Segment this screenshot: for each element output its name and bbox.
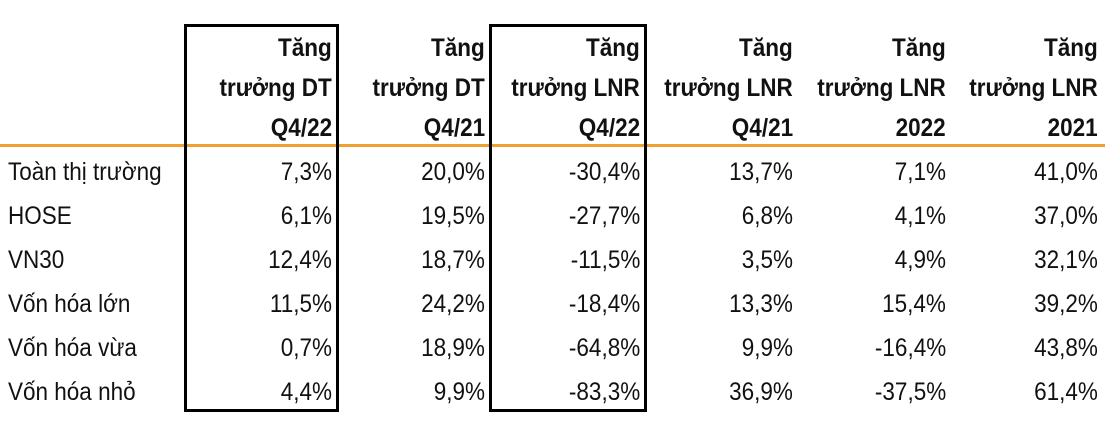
- header-cell: Q4/21: [423, 114, 485, 142]
- value-cell: 18,9%: [421, 334, 485, 362]
- value-cell: 9,9%: [741, 334, 793, 362]
- row-label: Vốn hóa vừa: [8, 334, 137, 362]
- header-cell: Tăng: [278, 34, 332, 62]
- value-cell: 18,7%: [421, 246, 485, 274]
- value-cell: -18,4%: [568, 290, 640, 318]
- value-cell: 0,7%: [280, 334, 332, 362]
- header-cell: 2022: [895, 114, 946, 142]
- value-cell: -11,5%: [570, 246, 640, 274]
- header-cell: Tăng: [1044, 34, 1098, 62]
- row-label: HOSE: [8, 202, 72, 230]
- value-cell: 4,9%: [894, 246, 946, 274]
- value-cell: 37,0%: [1034, 202, 1098, 230]
- value-cell: 36,9%: [729, 378, 793, 406]
- row-label: VN30: [8, 246, 65, 274]
- value-cell: 19,5%: [421, 202, 485, 230]
- value-cell: -64,8%: [568, 334, 640, 362]
- header-cell: 2021: [1047, 114, 1098, 142]
- value-cell: 39,2%: [1034, 290, 1098, 318]
- value-cell: 43,8%: [1034, 334, 1098, 362]
- header-cell: trưởng LNR: [969, 74, 1098, 102]
- value-cell: 32,1%: [1034, 246, 1098, 274]
- row-label: Vốn hóa nhỏ: [8, 378, 136, 406]
- header-cell: Q4/22: [578, 114, 640, 142]
- value-cell: -37,5%: [874, 378, 946, 406]
- header-cell: Q4/21: [731, 114, 793, 142]
- header-cell: Tăng: [431, 34, 485, 62]
- value-cell: 6,1%: [280, 202, 332, 230]
- value-cell: 4,1%: [894, 202, 946, 230]
- row-label: Toàn thị trường: [8, 158, 162, 186]
- value-cell: 24,2%: [421, 290, 485, 318]
- header-cell: trưởng DT: [372, 74, 485, 102]
- value-cell: -30,4%: [568, 158, 640, 186]
- header-cell: trưởng LNR: [664, 74, 793, 102]
- header-cell: Tăng: [739, 34, 793, 62]
- row-label: Vốn hóa lớn: [8, 290, 131, 318]
- header-cell: trưởng LNR: [817, 74, 946, 102]
- highlight-box: [184, 24, 339, 412]
- value-cell: -83,3%: [568, 378, 640, 406]
- value-cell: 9,9%: [433, 378, 485, 406]
- header-cell: Tăng: [586, 34, 640, 62]
- header-cell: trưởng DT: [219, 74, 332, 102]
- value-cell: 7,1%: [894, 158, 946, 186]
- value-cell: 12,4%: [268, 246, 332, 274]
- value-cell: 4,4%: [280, 378, 332, 406]
- header-cell: Tăng: [892, 34, 946, 62]
- header-cell: trưởng LNR: [511, 74, 640, 102]
- value-cell: -27,7%: [568, 202, 640, 230]
- value-cell: 11,5%: [269, 290, 332, 318]
- value-cell: 61,4%: [1034, 378, 1098, 406]
- highlight-box: [489, 24, 647, 412]
- header-cell: Q4/22: [270, 114, 332, 142]
- value-cell: 41,0%: [1034, 158, 1098, 186]
- value-cell: 13,3%: [729, 290, 793, 318]
- value-cell: 7,3%: [280, 158, 332, 186]
- value-cell: -16,4%: [874, 334, 946, 362]
- value-cell: 20,0%: [421, 158, 485, 186]
- value-cell: 6,8%: [741, 202, 793, 230]
- header-rule: [0, 144, 1105, 147]
- value-cell: 3,5%: [741, 246, 793, 274]
- value-cell: 15,4%: [882, 290, 946, 318]
- value-cell: 13,7%: [729, 158, 793, 186]
